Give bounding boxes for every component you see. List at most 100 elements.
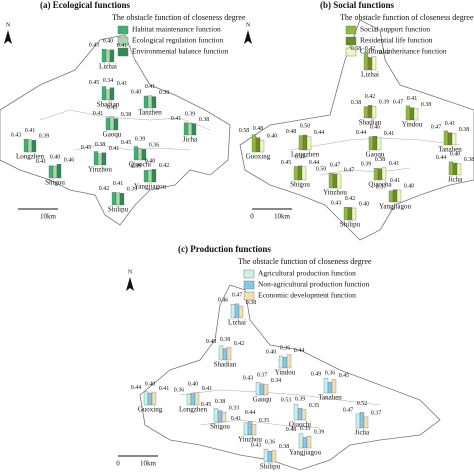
- scale-label: 10km: [274, 213, 291, 221]
- legend-title: The obstacle function of closeness degre…: [238, 257, 372, 266]
- legend-swatch: [243, 269, 255, 279]
- town-name: Tanzhen: [318, 394, 342, 402]
- value-label: 0.44: [314, 130, 325, 136]
- value-label: 0.41: [202, 386, 213, 392]
- town-name: Qiaochi: [289, 421, 311, 429]
- value-label: 0.47: [343, 407, 354, 413]
- value-label: 0.39: [379, 100, 390, 106]
- value-label: 0.47: [330, 162, 341, 168]
- scale-zero: 0: [116, 460, 120, 468]
- value-label: 0.48: [206, 339, 217, 345]
- value-label: 0.42: [365, 94, 376, 100]
- bar: [451, 133, 457, 146]
- value-label: 0.38: [215, 399, 226, 405]
- value-label: 0.42: [234, 341, 245, 347]
- bar: [301, 409, 307, 421]
- bar: [367, 57, 373, 71]
- bar: [298, 135, 304, 151]
- value-label: 0.41: [407, 96, 418, 102]
- bar: [297, 165, 303, 181]
- bar: [23, 138, 29, 153]
- bar: [367, 105, 373, 119]
- bar: [306, 436, 312, 449]
- town-name: Yindou: [275, 369, 296, 377]
- bar: [409, 107, 415, 121]
- bar: [327, 382, 333, 394]
- value-label: 0.53: [281, 397, 292, 403]
- value-label: 0.34: [103, 78, 114, 84]
- bar: [151, 392, 157, 406]
- value-label: 0.41: [36, 159, 47, 165]
- scale-zero: 0: [250, 213, 254, 221]
- town-name: Gaoqu: [253, 396, 272, 404]
- value-label: 0.43: [251, 442, 262, 448]
- value-label: 0.50: [316, 166, 327, 172]
- value-label: 0.38: [459, 127, 470, 133]
- value-label: 0.38: [246, 300, 257, 306]
- value-label: 0.39: [39, 134, 50, 140]
- legend-label: Habitat maintenance function: [132, 25, 221, 34]
- value-label: 0.36: [265, 440, 276, 446]
- scale-label: 10km: [40, 213, 57, 221]
- bar: [359, 412, 365, 429]
- bar: [105, 49, 111, 63]
- value-label: 0.45: [379, 50, 390, 56]
- value-label: 0.48: [253, 126, 264, 132]
- town-name: Jicha: [448, 176, 463, 184]
- bar: [388, 190, 394, 203]
- bar: [343, 206, 349, 221]
- bar: [302, 437, 308, 449]
- legend-title: The obstacle function of closeness degre…: [340, 13, 474, 22]
- bar: [373, 168, 379, 181]
- legend-title: The obstacle function of closeness degre…: [112, 13, 246, 22]
- value-label: 0.45: [81, 145, 92, 151]
- bar: [301, 166, 307, 181]
- legend-swatch: [243, 291, 255, 301]
- value-label: 0.45: [121, 140, 132, 146]
- legend-label: Non-agricultural production function: [258, 280, 369, 289]
- bar: [278, 355, 284, 369]
- value-label: 0.38: [421, 102, 432, 108]
- bar: [392, 189, 398, 203]
- bar: [221, 411, 227, 423]
- bar: [143, 391, 149, 406]
- town-name: Longzhen: [179, 406, 207, 414]
- bar: [347, 207, 353, 221]
- value-label: 0.44: [131, 385, 142, 391]
- value-label: 0.49: [311, 372, 322, 378]
- bar: [302, 134, 308, 151]
- bar: [143, 95, 149, 109]
- value-label: 0.36: [280, 346, 291, 352]
- bar: [251, 424, 257, 436]
- value-label: 0.37: [257, 372, 268, 378]
- town-name: Shigou: [210, 423, 230, 431]
- bar: [271, 450, 277, 463]
- value-label: 0.40: [359, 201, 370, 207]
- panel-title: (b) Social functions: [320, 0, 395, 10]
- bar: [259, 139, 265, 153]
- town-name: Yangjiagou: [289, 449, 321, 457]
- legend-swatch: [345, 25, 357, 35]
- bar: [147, 392, 153, 406]
- value-label: 0.58: [239, 128, 250, 134]
- bar: [151, 96, 157, 109]
- value-label: 0.45: [201, 402, 212, 408]
- value-label: 0.45: [281, 160, 292, 166]
- value-label: 0.41: [113, 181, 124, 187]
- bar: [111, 192, 117, 206]
- bar: [191, 123, 197, 136]
- value-label: 0.40: [145, 381, 156, 387]
- value-label: 0.44: [294, 348, 305, 354]
- value-label: 0.44: [356, 130, 367, 136]
- bar: [282, 357, 288, 369]
- north-arrow: [4, 30, 12, 44]
- bar: [56, 164, 62, 179]
- bar: [255, 137, 261, 153]
- bar: [405, 105, 411, 121]
- bar: [222, 348, 228, 361]
- town-name: Qiaochi: [129, 161, 151, 169]
- value-label: 0.47: [232, 292, 243, 298]
- legend-swatch: [117, 47, 129, 57]
- town-name: Shigou: [45, 179, 65, 187]
- value-label: 0.48: [286, 427, 297, 433]
